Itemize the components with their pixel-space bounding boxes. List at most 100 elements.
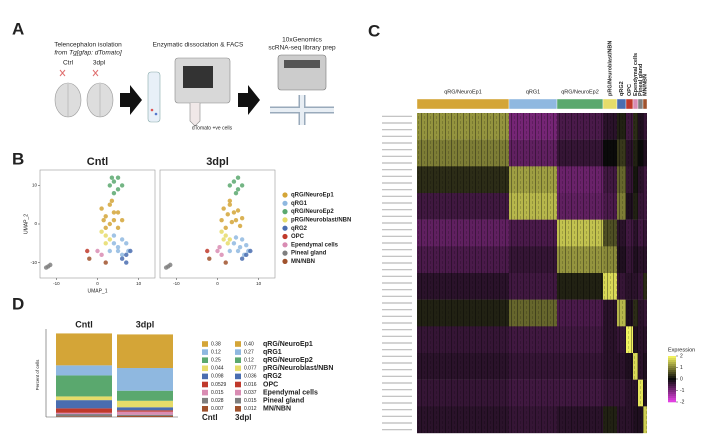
colorbar-step — [668, 356, 676, 359]
y-axis-label: Percent of cells — [35, 359, 40, 391]
legend-swatch — [235, 349, 241, 355]
dissection-mark — [59, 69, 99, 77]
legend-swatch — [282, 225, 288, 231]
y-axis-label: UMAP_2 — [23, 214, 29, 234]
cluster-label: qRG/NeuroEp2 — [561, 89, 599, 95]
cluster-bar — [625, 98, 634, 110]
step-text: from Tg[gfap: dTomato] — [54, 50, 122, 57]
point — [95, 248, 100, 254]
point — [115, 175, 121, 180]
point — [111, 210, 117, 215]
legend-label: MN/NBN — [263, 406, 291, 413]
value-label: 0.25 — [211, 358, 221, 364]
colorbar-step — [668, 388, 676, 391]
point — [115, 244, 121, 250]
legend-swatch — [235, 341, 241, 347]
condition: Ctrl — [63, 60, 74, 67]
point — [99, 229, 104, 234]
colorbar-step — [668, 392, 676, 395]
point — [227, 183, 233, 188]
panel-label: B — [12, 149, 24, 168]
legend-label: qRG/NeuroEp2 — [291, 209, 334, 215]
cluster-label: qRG1 — [526, 89, 540, 95]
point — [107, 202, 113, 207]
point — [239, 183, 245, 188]
point — [237, 223, 243, 229]
cell — [150, 108, 154, 112]
point — [128, 248, 133, 254]
value-label: 0.12 — [211, 349, 221, 355]
point — [223, 225, 228, 231]
colorbar-step — [668, 398, 676, 401]
bar-segment — [56, 396, 112, 401]
point — [107, 221, 113, 227]
point — [239, 237, 245, 242]
cluster-label: OPC — [627, 84, 633, 96]
point — [124, 252, 129, 258]
point — [239, 216, 245, 221]
cluster-label: qRG/NeuroEp1 — [444, 89, 482, 95]
sorted-label: dTomato +ve cells — [192, 125, 233, 131]
subplot-title: Cntl — [87, 156, 108, 168]
legend-swatch — [202, 406, 208, 412]
x-tick-label: 10 — [256, 281, 262, 286]
point — [217, 244, 222, 250]
colorbar-step — [668, 366, 676, 369]
point — [85, 248, 90, 254]
colorbar-step — [668, 362, 676, 365]
point — [115, 248, 121, 254]
legend-label: qRG2 — [263, 373, 282, 380]
legend-swatch — [202, 397, 208, 404]
step-text: Enzymatic dissociation & FACS — [153, 42, 244, 49]
point — [231, 179, 237, 184]
tube — [147, 71, 161, 123]
value-label: 0.40 — [244, 341, 254, 347]
point — [103, 241, 108, 246]
legend-label: OPC — [291, 234, 305, 240]
cluster-label: Ependymal cells — [633, 53, 639, 96]
cluster-label: MN/NBN — [642, 74, 648, 96]
colorbar-tick-label: 2 — [680, 353, 683, 359]
y-tick-label: 0 — [34, 221, 37, 226]
point — [233, 235, 239, 240]
point — [237, 244, 243, 250]
value-label: 0.12 — [244, 358, 254, 364]
step-text: 10xGenomics — [282, 37, 322, 44]
legend-swatch — [202, 357, 208, 363]
panel-label: C — [368, 21, 380, 40]
bar-segment — [117, 390, 173, 401]
value-label: 0.38 — [211, 341, 221, 347]
plot-frame — [39, 169, 156, 279]
point — [231, 210, 237, 215]
value-label: 0.0529 — [211, 382, 227, 388]
value-label: 0.037 — [244, 390, 257, 396]
legend-label: Ependymal cells — [291, 242, 339, 248]
step-text: scRNA-seq library prep — [268, 45, 336, 52]
point — [219, 229, 224, 234]
legend-swatch — [282, 233, 288, 240]
point — [219, 252, 224, 258]
point — [235, 175, 241, 180]
point — [219, 217, 224, 223]
panel-label: D — [12, 294, 24, 313]
value-label: 0.007 — [211, 406, 224, 412]
bar-segment — [117, 400, 173, 408]
legend-label: Ependymal cells — [263, 389, 318, 396]
point — [124, 260, 129, 265]
bar-segment — [117, 411, 173, 415]
value-label: 0.077 — [244, 366, 257, 372]
x-tick-label: 0 — [96, 281, 99, 286]
point — [115, 210, 121, 215]
y-tick-label: 10 — [32, 183, 38, 188]
value-label: 0.015 — [211, 390, 224, 396]
cluster-label: pRG/Neuroblast/NBN — [607, 41, 613, 96]
point — [103, 214, 108, 219]
legend-label: qRG1 — [291, 201, 308, 207]
cluster-label: Pineal gland — [638, 64, 644, 96]
x-tick-label: 0 — [216, 281, 219, 286]
legend-swatch — [235, 381, 241, 388]
point — [111, 179, 117, 184]
bar-segment — [56, 408, 112, 413]
